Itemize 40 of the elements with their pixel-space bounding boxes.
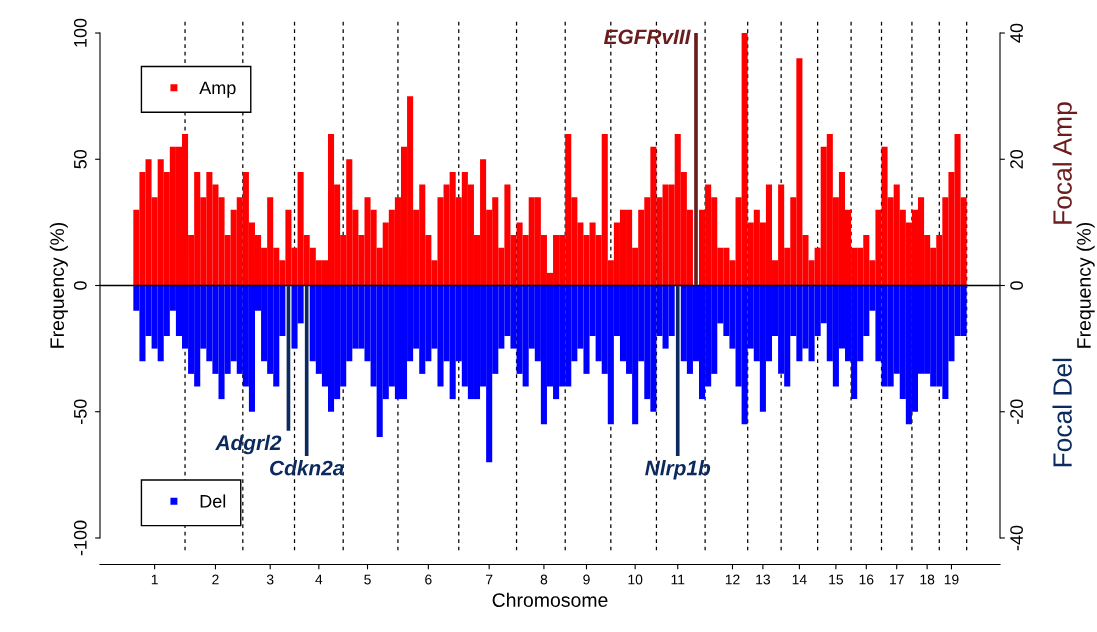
y2-tick-label: 0 [1010, 281, 1023, 290]
text: Focal Amp [1052, 102, 1078, 224]
y-tick-label: 50 [73, 149, 87, 169]
annotation: Cdkn2a [270, 460, 344, 476]
text: Focal Del [1052, 358, 1072, 467]
x-tick-label: 11 [671, 574, 685, 585]
y-tick-label: -100 [73, 520, 87, 556]
annotation: Nlrp1b [645, 460, 711, 480]
y-tick-label: 100 [73, 18, 87, 47]
x-tick-label: 1 [151, 574, 158, 585]
x-tick-label: 19 [944, 574, 959, 585]
x-tick-label: 17 [890, 574, 904, 585]
x-tick-label: 12 [725, 574, 740, 585]
x-tick-label: 14 [792, 574, 807, 585]
y2-tick-label: 40 [1010, 23, 1023, 43]
x-tick-label: 16 [859, 574, 874, 585]
y2-tick-label: -20 [1010, 399, 1023, 424]
x-tick-label: 10 [628, 574, 643, 585]
x-tick-label: 3 [266, 574, 274, 585]
legend-label: Amp [199, 81, 236, 98]
y2-tick-label: 20 [1010, 149, 1023, 169]
x-axis-title: Chromosome [492, 592, 608, 607]
annotation: Adgrl2 [215, 434, 282, 455]
x-tick-label: 5 [364, 574, 371, 585]
annotation: EGFRvIII [603, 29, 691, 45]
x-tick-label: 15 [829, 574, 844, 585]
x-tick-label: 18 [920, 574, 935, 585]
x-tick-label: 2 [212, 574, 219, 585]
x-tick-label: 6 [425, 574, 432, 585]
x-tick-label: 4 [315, 574, 323, 585]
x-tick-label: 9 [583, 574, 590, 585]
y2-axis-title: Frequency (%) [1076, 222, 1095, 348]
legend-label: Del [200, 494, 226, 508]
x-tick-label: 8 [540, 574, 548, 585]
y2-tick-label: -40 [1010, 525, 1023, 551]
y-tick-label: 0 [73, 281, 87, 290]
y-axis-title: Frequency (%) [49, 222, 68, 348]
x-tick-label: 7 [486, 574, 493, 585]
y-tick-label: -50 [73, 399, 87, 424]
x-tick-label: 13 [756, 574, 771, 585]
